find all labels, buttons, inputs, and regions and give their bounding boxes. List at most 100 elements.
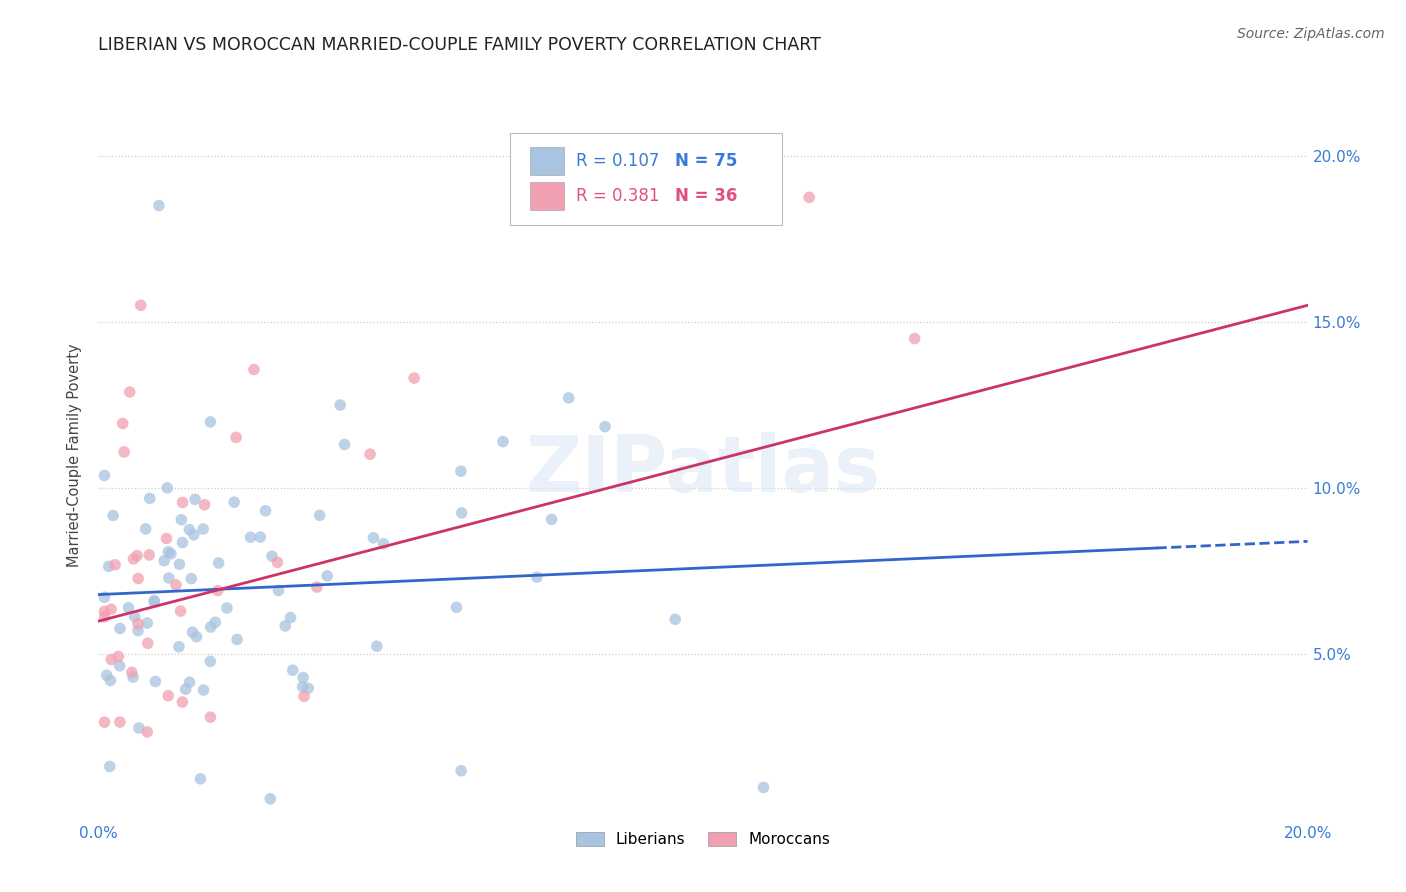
Point	[122, 670, 145, 684]
Point	[333, 437, 356, 451]
Point	[122, 552, 145, 566]
Point	[112, 445, 135, 459]
Point	[169, 604, 191, 618]
Point	[93, 591, 115, 605]
Point	[174, 682, 197, 697]
Point	[165, 578, 187, 592]
Point	[593, 419, 616, 434]
Point	[155, 532, 177, 546]
Point	[239, 530, 262, 544]
Point	[207, 556, 229, 570]
Point	[308, 508, 330, 523]
Point	[172, 535, 194, 549]
Point	[200, 620, 222, 634]
Point	[292, 671, 315, 685]
Point	[194, 498, 217, 512]
Point	[243, 362, 266, 376]
Point	[167, 640, 190, 654]
Point	[93, 468, 115, 483]
Text: N = 36: N = 36	[675, 187, 738, 205]
Point	[254, 504, 277, 518]
Point	[904, 332, 927, 346]
Point	[117, 600, 139, 615]
Point	[259, 792, 281, 806]
Point	[148, 198, 170, 212]
Point	[297, 681, 319, 696]
Point	[373, 537, 395, 551]
Point	[153, 554, 176, 568]
Point	[492, 434, 515, 449]
Point	[98, 759, 121, 773]
Point	[249, 530, 271, 544]
Point	[143, 593, 166, 607]
Point	[172, 495, 194, 509]
Point	[526, 570, 548, 584]
Point	[274, 619, 297, 633]
Point	[160, 547, 183, 561]
Point	[225, 430, 247, 444]
Point	[540, 512, 562, 526]
Point	[664, 612, 686, 626]
Point	[135, 522, 157, 536]
Point	[129, 298, 152, 312]
Point	[557, 391, 579, 405]
Point	[157, 689, 180, 703]
Point	[266, 555, 288, 569]
Y-axis label: Married-Couple Family Poverty: Married-Couple Family Poverty	[67, 343, 83, 566]
Point	[125, 549, 148, 563]
Point	[100, 673, 122, 688]
FancyBboxPatch shape	[509, 133, 782, 225]
Text: N = 75: N = 75	[675, 152, 738, 169]
Point	[184, 492, 207, 507]
Point	[93, 610, 115, 624]
Point	[359, 447, 381, 461]
Point	[200, 415, 222, 429]
Point	[100, 652, 122, 666]
Point	[101, 508, 124, 523]
Point	[186, 630, 208, 644]
Point	[128, 721, 150, 735]
Point	[267, 583, 290, 598]
Point	[93, 605, 115, 619]
Point	[108, 714, 131, 729]
Legend: Liberians, Moroccans: Liberians, Moroccans	[569, 826, 837, 854]
Point	[200, 710, 222, 724]
Point	[136, 636, 159, 650]
Point	[118, 384, 141, 399]
Point	[127, 616, 149, 631]
FancyBboxPatch shape	[530, 147, 564, 175]
Point	[204, 615, 226, 630]
Point	[224, 495, 246, 509]
Point	[200, 654, 222, 668]
Text: Source: ZipAtlas.com: Source: ZipAtlas.com	[1237, 27, 1385, 41]
Point	[291, 680, 314, 694]
Point	[139, 491, 162, 506]
Point	[226, 632, 249, 647]
Point	[181, 625, 204, 640]
Point	[97, 559, 120, 574]
Point	[104, 558, 127, 572]
Point	[172, 695, 194, 709]
Point	[157, 545, 180, 559]
Point	[191, 522, 214, 536]
Point	[363, 531, 385, 545]
Point	[450, 764, 472, 778]
Point	[305, 580, 328, 594]
Point	[179, 523, 201, 537]
Point	[127, 624, 149, 638]
Point	[292, 690, 315, 704]
FancyBboxPatch shape	[530, 182, 564, 210]
Point	[450, 506, 472, 520]
Point	[260, 549, 283, 564]
Text: R = 0.381: R = 0.381	[576, 187, 659, 205]
Point	[138, 548, 160, 562]
Point	[446, 600, 468, 615]
Point	[136, 725, 159, 739]
Point	[183, 527, 205, 541]
Point	[170, 513, 193, 527]
Point	[136, 615, 159, 630]
Text: ZIPatlas: ZIPatlas	[526, 432, 880, 508]
Point	[281, 663, 304, 677]
Point	[752, 780, 775, 795]
Point	[180, 572, 202, 586]
